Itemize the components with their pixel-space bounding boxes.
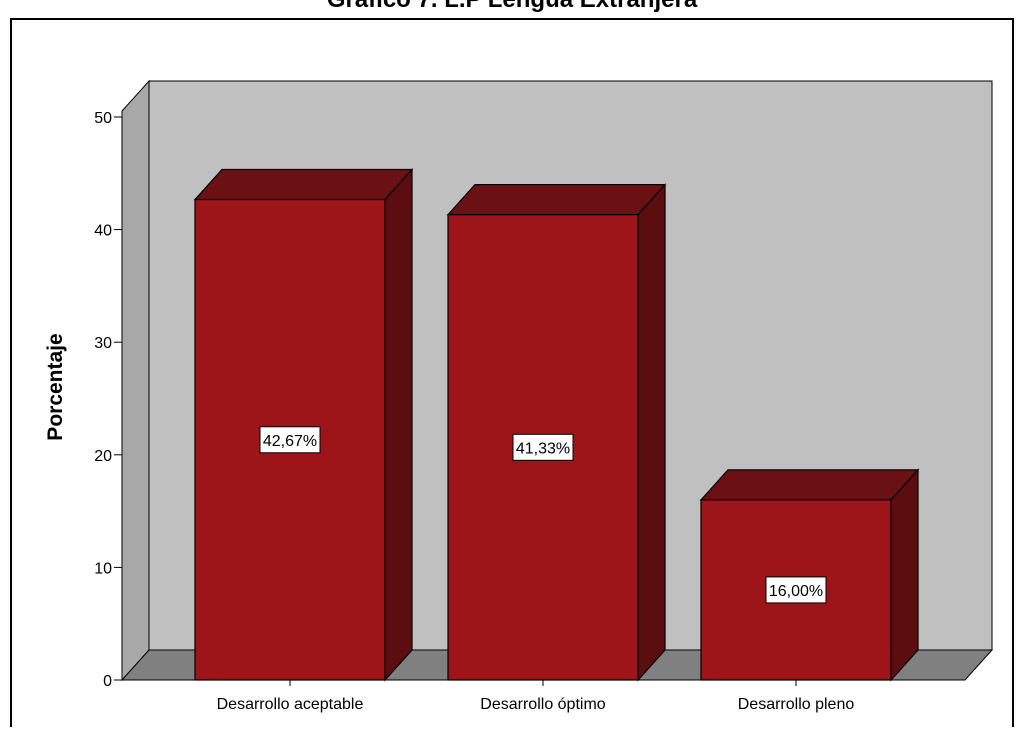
data-label: 16,00% (769, 583, 823, 600)
data-label-box (259, 426, 321, 454)
chart-frame: 0 10 20 30 40 50 42,67% Desarrollo aceptable 41… (10, 18, 1014, 727)
bar-3: 16,00% Desarrollo pleno (699, 468, 920, 713)
x-tick-label: Desarrollo óptimo (480, 696, 605, 713)
y-tick-label: 20 (94, 448, 112, 465)
y-axis-ticks: 0 10 20 30 40 50 (94, 110, 122, 690)
bar-2: 41,33% Desarrollo óptimo (446, 183, 667, 713)
data-label-box (765, 576, 827, 604)
y-tick-label: 10 (94, 560, 112, 577)
chart-side-wall (121, 79, 150, 682)
bar-1: 42,67% Desarrollo aceptable (193, 167, 414, 713)
bar-side (637, 183, 666, 682)
bar-chart: 0 10 20 30 40 50 42,67% Desarrollo aceptable 41… (44, 79, 994, 713)
data-label-box (512, 433, 574, 461)
bars-group: 42,67% Desarrollo aceptable 41,33% Desarrol… (193, 167, 920, 713)
bar-side (890, 468, 919, 682)
bar-top (446, 184, 667, 216)
x-tick-label: Desarrollo aceptable (217, 696, 364, 713)
y-tick-label: 50 (94, 110, 112, 127)
bar-top (193, 168, 414, 201)
y-tick-label: 40 (94, 223, 112, 240)
bar-side (384, 167, 413, 682)
y-axis-title: Porcentaje (44, 333, 67, 440)
bar-top (699, 469, 920, 501)
y-tick-label: 0 (103, 673, 112, 690)
x-tick-label: Desarrollo pleno (738, 696, 855, 713)
data-label: 42,67% (263, 433, 317, 450)
data-label: 41,33% (516, 440, 570, 457)
y-tick-label: 30 (94, 335, 112, 352)
chart-title: Gráfico 7. L.P Lengua Extranjera (0, 0, 1024, 14)
